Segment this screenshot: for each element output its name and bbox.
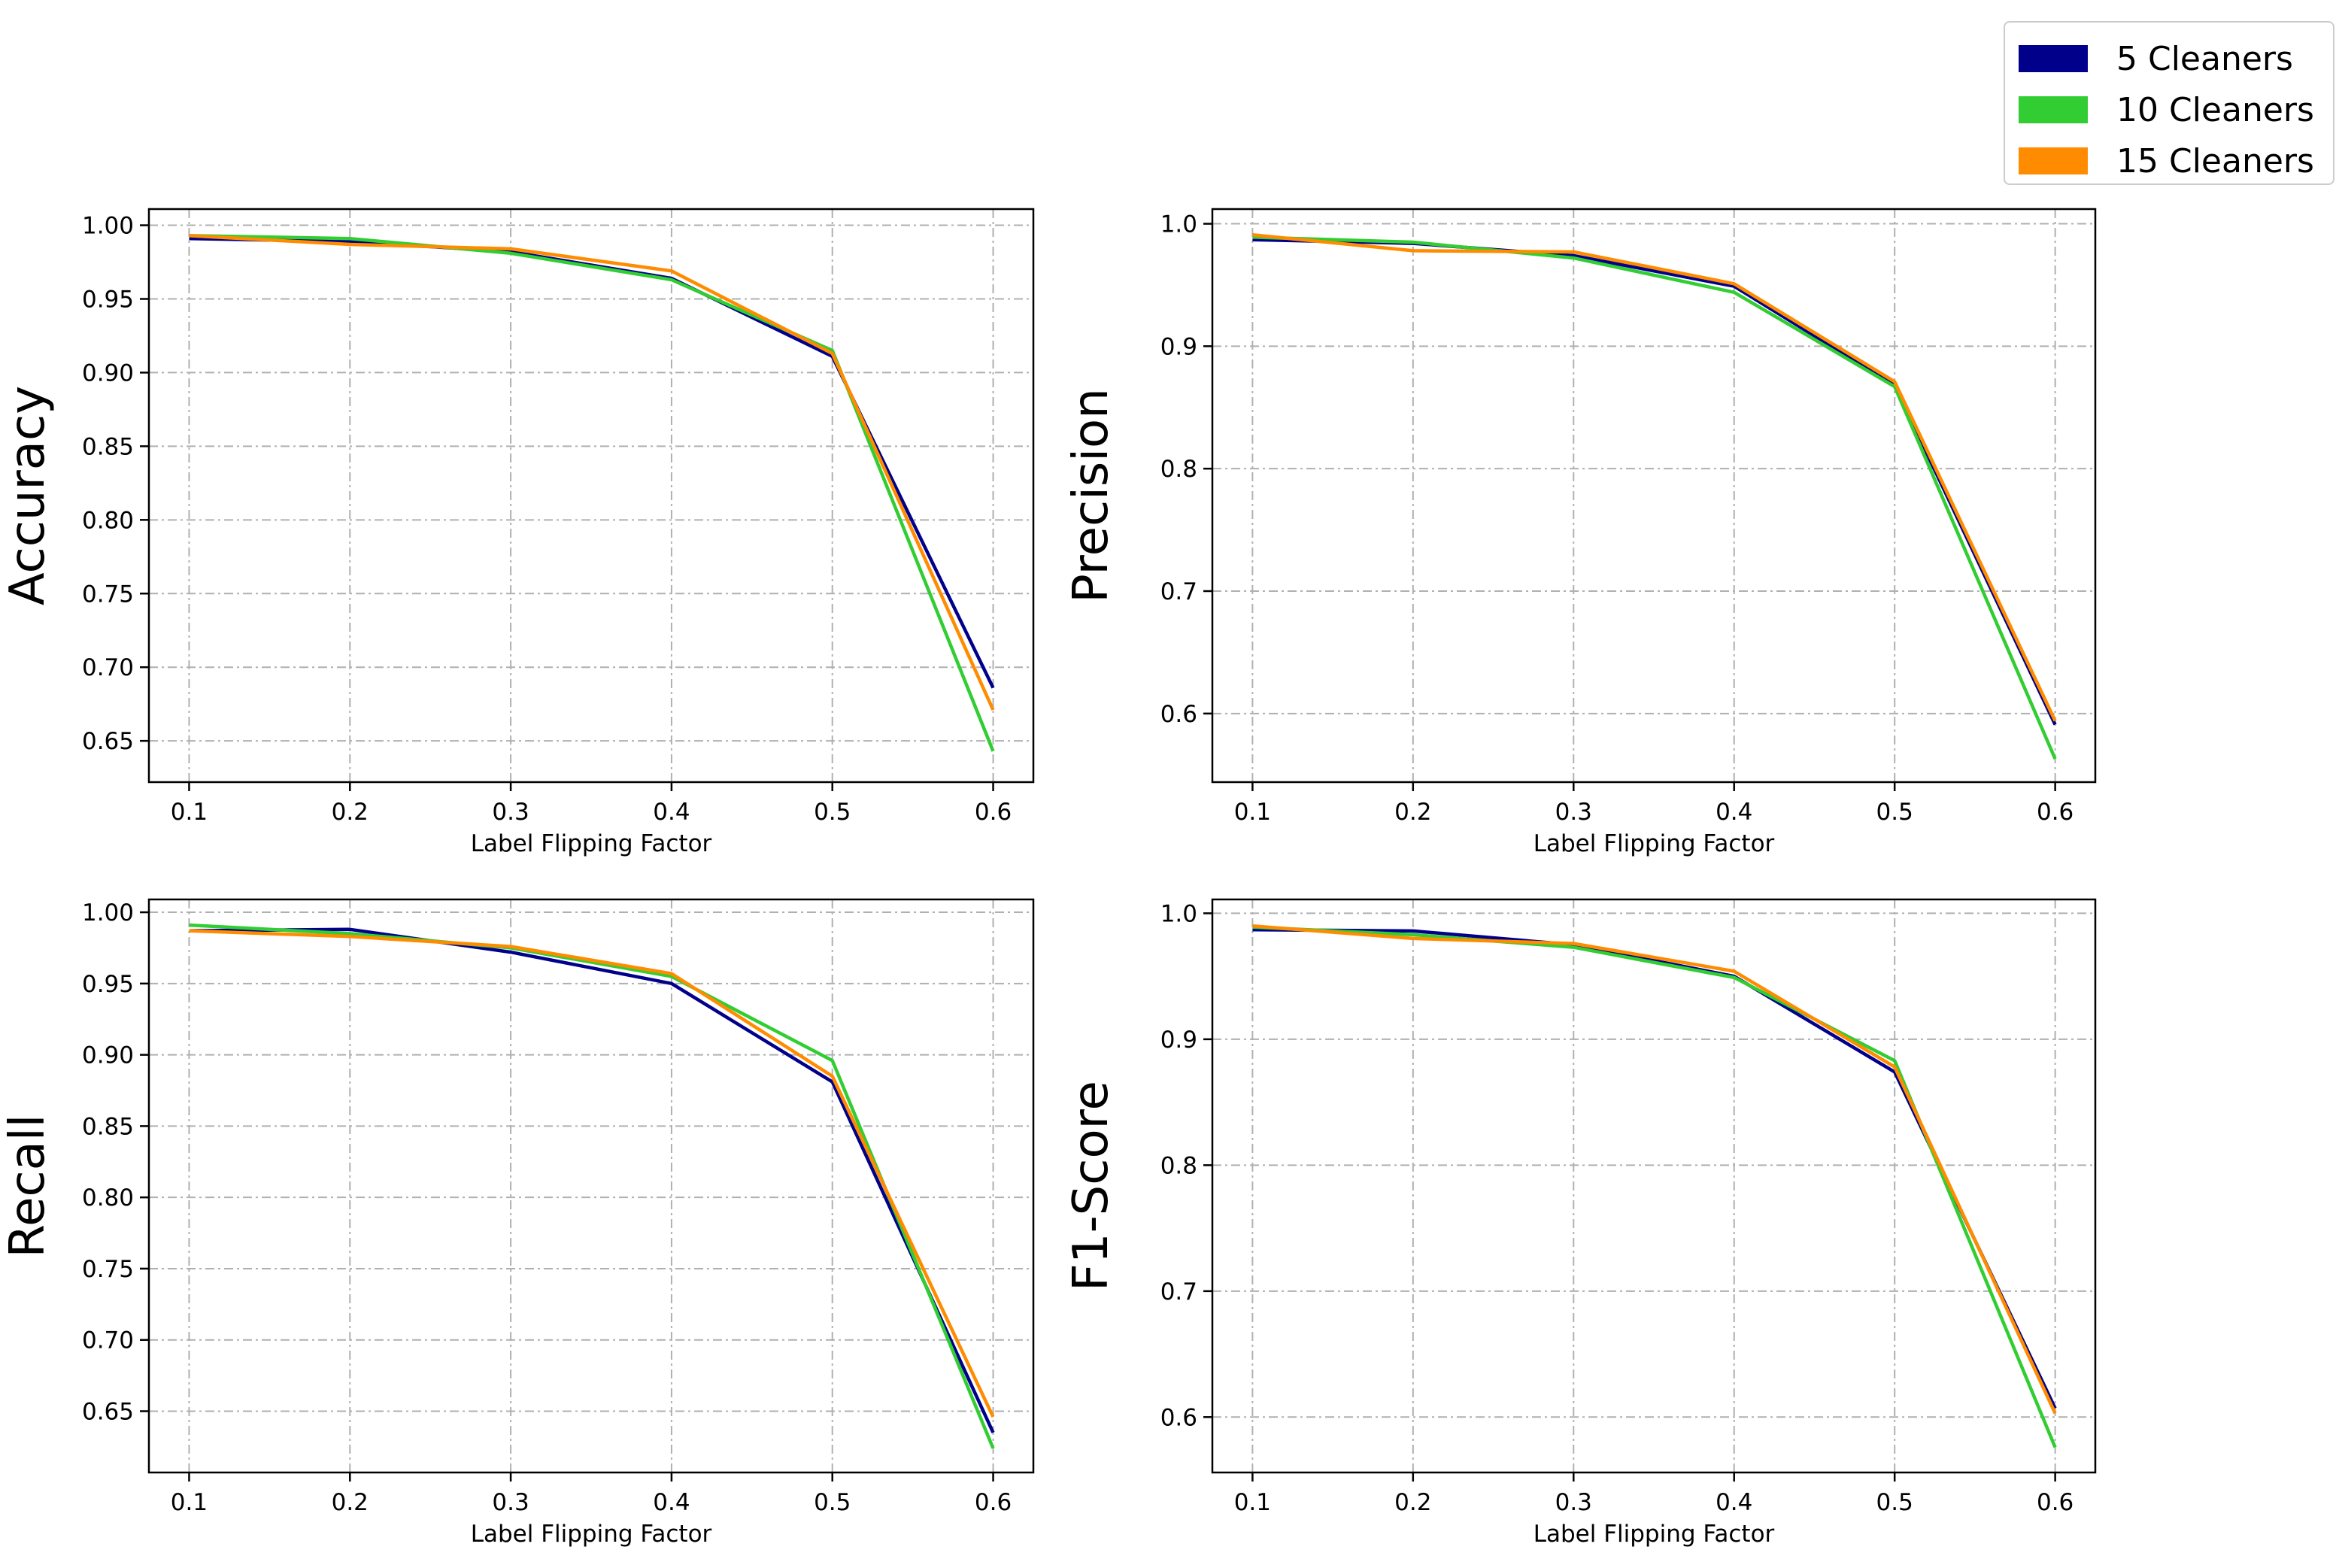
plot-frame [1211,898,2097,1474]
series-line-10-cleaners [1252,925,2057,1448]
series-line-15-cleaners [189,929,995,1418]
legend-label-10-cleaners: 10 Cleaners [2116,90,2314,129]
accuracy-subplot: 0.1 0.2 0.3 0.4 0.5 0.6 0.65 0.70 0.75 0.80 0.85 0.… [0,208,1035,857]
y-tick-label: 0.7 [1160,1278,1197,1306]
x-tick-label: 0.2 [1394,799,1431,826]
x-axis-label: Label Flipping Factor [471,1521,712,1548]
y-tick-label: 0.65 [82,728,134,755]
y-tick-label: 0.75 [82,581,134,608]
series-line-15-cleaners [189,234,995,711]
legend-label-5-cleaners: 5 Cleaners [2116,39,2293,78]
y-tick-label: 1.00 [82,213,134,240]
x-tick-label: 0.1 [171,1489,208,1516]
x-tick-label: 0.5 [814,1489,851,1516]
x-tick-label: 0.6 [975,1489,1012,1516]
plot-frame [147,208,1035,784]
y-axis-label: Accuracy [0,386,56,605]
y-tick-label: 0.90 [82,359,134,387]
legend-entry-5-cleaners: 5 Cleaners [2019,33,2293,84]
recall-subplot: 0.1 0.2 0.3 0.4 0.5 0.6 0.65 0.70 0.75 0.80 0.85 0.… [0,898,1035,1548]
series-line-10-cleaners [189,234,995,752]
y-tick-label: 0.7 [1160,578,1197,605]
y-tick-label: 0.95 [82,971,134,998]
legend-entry-10-cleaners: 10 Cleaners [2019,84,2314,135]
x-tick-label: 0.1 [171,799,208,826]
legend-swatch-5-cleaners [2019,45,2088,72]
x-axis-label: Label Flipping Factor [1534,1521,1775,1548]
y-tick-label: 0.8 [1160,456,1197,483]
x-tick-label: 0.4 [653,1489,690,1516]
plot-frame [1211,208,2097,784]
legend-entry-15-cleaners: 15 Cleaners [2019,135,2314,187]
f1-score-subplot: 0.1 0.2 0.3 0.4 0.5 0.6 0.6 0.7 0.8 0.9 1.0 Label F… [1063,898,2097,1548]
legend: 5 Cleaners 10 Cleaners 15 Cleaners [2004,21,2334,185]
x-axis-label: Label Flipping Factor [1534,830,1775,857]
x-tick-label: 0.1 [1234,799,1271,826]
legend-swatch-10-cleaners [2019,96,2088,123]
x-tick-label: 0.1 [1234,1489,1271,1516]
x-tick-label: 0.6 [975,799,1012,826]
x-tick-label: 0.3 [492,1489,529,1516]
series-line-5-cleaners [189,236,995,689]
y-tick-label: 0.70 [82,654,134,681]
y-tick-label: 0.90 [82,1042,134,1069]
x-axis-label: Label Flipping Factor [471,830,712,857]
x-tick-label: 0.6 [2037,1489,2074,1516]
series-line-5-cleaners [189,927,995,1433]
y-tick-label: 0.85 [82,1113,134,1140]
x-tick-label: 0.2 [1394,1489,1431,1516]
x-tick-label: 0.3 [1555,1489,1592,1516]
y-tick-label: 0.80 [82,507,134,534]
legend-swatch-15-cleaners [2019,147,2088,174]
x-tick-label: 0.4 [653,799,690,826]
y-axis-label: Precision [1063,388,1119,603]
y-tick-label: 0.6 [1160,701,1197,728]
y-tick-label: 0.9 [1160,1027,1197,1054]
y-tick-label: 0.75 [82,1256,134,1283]
x-tick-label: 0.5 [1876,799,1913,826]
x-tick-label: 0.3 [492,799,529,826]
y-tick-label: 0.95 [82,286,134,313]
x-tick-label: 0.4 [1716,799,1752,826]
series-line-15-cleaners [1252,924,2057,1415]
x-tick-label: 0.5 [814,799,851,826]
y-tick-label: 1.0 [1160,900,1197,927]
y-tick-label: 0.9 [1160,333,1197,360]
x-tick-label: 0.2 [332,799,369,826]
y-tick-label: 1.0 [1160,211,1197,238]
series-line-10-cleaners [1252,235,2057,760]
series-line-15-cleaners [1252,232,2057,722]
y-axis-label: F1-Score [1063,1081,1119,1291]
y-tick-label: 0.65 [82,1398,134,1425]
plot-frame [147,898,1035,1474]
series-line-10-cleaners [189,923,995,1449]
y-tick-label: 0.6 [1160,1404,1197,1431]
precision-subplot: 0.1 0.2 0.3 0.4 0.5 0.6 0.6 0.7 0.8 0.9 1.0 Label F… [1063,208,2097,857]
x-tick-label: 0.2 [332,1489,369,1516]
legend-label-15-cleaners: 15 Cleaners [2116,141,2314,180]
y-tick-label: 0.8 [1160,1152,1197,1179]
x-tick-label: 0.4 [1716,1489,1752,1516]
series-line-5-cleaners [1252,927,2057,1409]
y-tick-label: 0.85 [82,433,134,460]
y-tick-label: 0.70 [82,1327,134,1354]
x-tick-label: 0.3 [1555,799,1592,826]
y-tick-label: 1.00 [82,899,134,927]
x-tick-label: 0.6 [2037,799,2074,826]
x-tick-label: 0.5 [1876,1489,1913,1516]
y-tick-label: 0.80 [82,1184,134,1212]
y-axis-label: Recall [0,1115,56,1258]
